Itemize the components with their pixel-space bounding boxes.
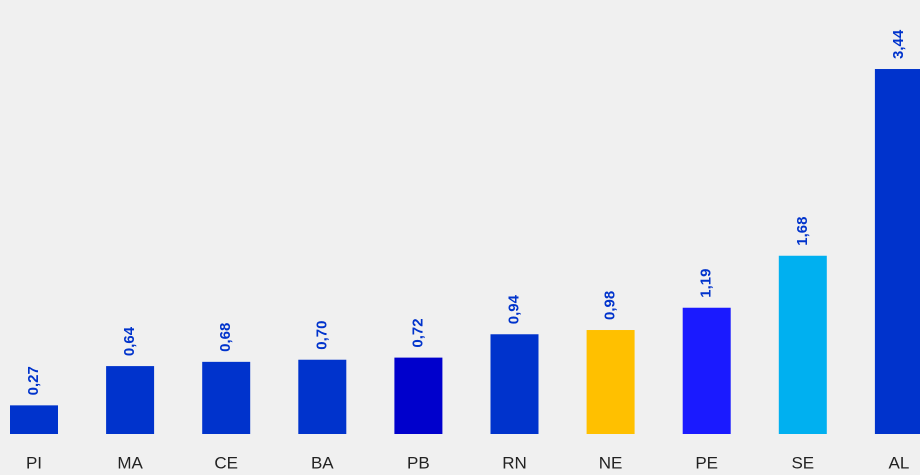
value-label: 0,70	[313, 321, 330, 350]
x-tick-label: AL	[889, 453, 910, 472]
bar	[490, 334, 539, 434]
x-tick-label: SE	[791, 453, 814, 472]
value-label: 1,68	[794, 217, 811, 246]
value-label: 1,19	[698, 269, 715, 298]
bar	[586, 330, 635, 434]
value-label: 0,68	[217, 323, 234, 352]
bar	[10, 405, 58, 434]
bar	[778, 255, 827, 434]
x-tick-label: BA	[311, 453, 334, 472]
bar	[106, 366, 155, 434]
x-tick-label: NE	[599, 453, 623, 472]
bar	[394, 357, 443, 434]
value-label: 0,94	[505, 294, 522, 324]
value-label: 0,98	[602, 291, 619, 320]
x-tick-label: PE	[695, 453, 718, 472]
value-label: 0,27	[25, 366, 42, 395]
x-tick-label: CE	[214, 453, 238, 472]
x-tick-label: RN	[502, 453, 527, 472]
value-label: 0,72	[409, 318, 426, 347]
bar	[298, 359, 347, 434]
value-label: 0,64	[121, 326, 138, 356]
x-tick-label: PI	[26, 453, 42, 472]
bar	[874, 69, 920, 435]
value-label: 3,44	[890, 29, 907, 59]
bar	[202, 361, 251, 434]
x-tick-label: PB	[407, 453, 430, 472]
x-tick-label: MA	[117, 453, 143, 472]
bar	[682, 307, 731, 434]
